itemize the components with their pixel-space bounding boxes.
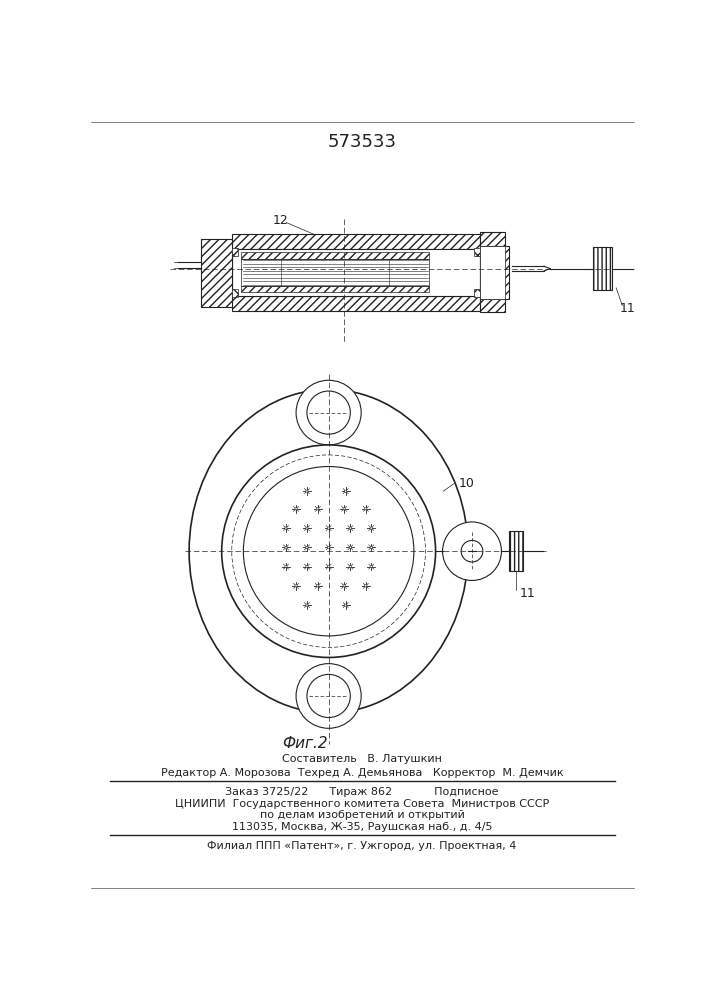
Circle shape bbox=[327, 527, 329, 529]
Circle shape bbox=[344, 604, 347, 606]
Circle shape bbox=[443, 522, 501, 580]
Circle shape bbox=[296, 664, 361, 728]
Ellipse shape bbox=[189, 389, 468, 713]
Bar bbox=[509, 531, 523, 571]
Circle shape bbox=[365, 508, 367, 510]
Circle shape bbox=[307, 674, 351, 718]
Circle shape bbox=[343, 508, 345, 510]
Circle shape bbox=[343, 585, 345, 587]
Bar bbox=[593, 247, 612, 290]
Text: Составитель   В. Латушкин: Составитель В. Латушкин bbox=[282, 754, 442, 764]
Bar bbox=[232, 248, 238, 256]
Bar bbox=[232, 234, 480, 249]
Bar bbox=[480, 232, 506, 246]
Text: 11: 11 bbox=[519, 587, 535, 600]
Circle shape bbox=[370, 546, 373, 549]
Circle shape bbox=[305, 565, 308, 568]
Circle shape bbox=[307, 391, 351, 434]
Circle shape bbox=[285, 527, 287, 529]
Text: Фиг.2: Фиг.2 bbox=[283, 736, 328, 751]
Circle shape bbox=[349, 527, 351, 529]
Bar bbox=[232, 296, 480, 311]
Bar bbox=[474, 248, 480, 256]
Circle shape bbox=[461, 540, 483, 562]
Text: 12: 12 bbox=[273, 214, 288, 227]
Bar bbox=[232, 249, 480, 296]
Circle shape bbox=[370, 565, 373, 568]
Bar bbox=[474, 289, 480, 297]
Bar bbox=[480, 246, 509, 299]
Bar bbox=[241, 286, 429, 292]
Circle shape bbox=[295, 508, 297, 510]
Circle shape bbox=[327, 565, 329, 568]
Circle shape bbox=[305, 546, 308, 549]
Circle shape bbox=[327, 546, 329, 549]
Bar bbox=[232, 289, 238, 297]
Circle shape bbox=[295, 585, 297, 587]
Circle shape bbox=[232, 455, 426, 647]
Circle shape bbox=[285, 565, 287, 568]
Bar bbox=[480, 246, 506, 299]
Text: 11: 11 bbox=[620, 302, 636, 315]
Circle shape bbox=[349, 546, 351, 549]
Circle shape bbox=[344, 490, 347, 492]
Text: Заказ 3725/22      Тираж 862            Подписное: Заказ 3725/22 Тираж 862 Подписное bbox=[226, 787, 498, 797]
Circle shape bbox=[317, 585, 319, 587]
Circle shape bbox=[317, 508, 319, 510]
Circle shape bbox=[305, 604, 308, 606]
Circle shape bbox=[370, 527, 373, 529]
Circle shape bbox=[243, 466, 414, 636]
Text: ЦНИИПИ  Государственного комитета Совета  Министров СССР: ЦНИИПИ Государственного комитета Совета … bbox=[175, 799, 549, 809]
Bar bbox=[241, 259, 429, 286]
Text: 113035, Москва, Ж-35, Раушская наб., д. 4/5: 113035, Москва, Ж-35, Раушская наб., д. … bbox=[232, 822, 492, 832]
Circle shape bbox=[349, 565, 351, 568]
Circle shape bbox=[305, 527, 308, 529]
Circle shape bbox=[305, 490, 308, 492]
Circle shape bbox=[285, 546, 287, 549]
Text: 10: 10 bbox=[459, 477, 474, 490]
Bar bbox=[201, 239, 232, 307]
Bar bbox=[241, 252, 429, 259]
Bar bbox=[480, 299, 506, 312]
Circle shape bbox=[296, 380, 361, 445]
Circle shape bbox=[222, 445, 436, 657]
Text: по делам изобретений и открытий: по делам изобретений и открытий bbox=[259, 810, 464, 820]
Text: 573533: 573533 bbox=[327, 133, 397, 151]
Text: Филиал ППП «Патент», г. Ужгород, ул. Проектная, 4: Филиал ППП «Патент», г. Ужгород, ул. Про… bbox=[207, 841, 517, 851]
Text: Редактор А. Морозова  Техред А. Демьянова   Корректор  М. Демчик: Редактор А. Морозова Техред А. Демьянова… bbox=[160, 768, 563, 778]
Circle shape bbox=[365, 585, 367, 587]
